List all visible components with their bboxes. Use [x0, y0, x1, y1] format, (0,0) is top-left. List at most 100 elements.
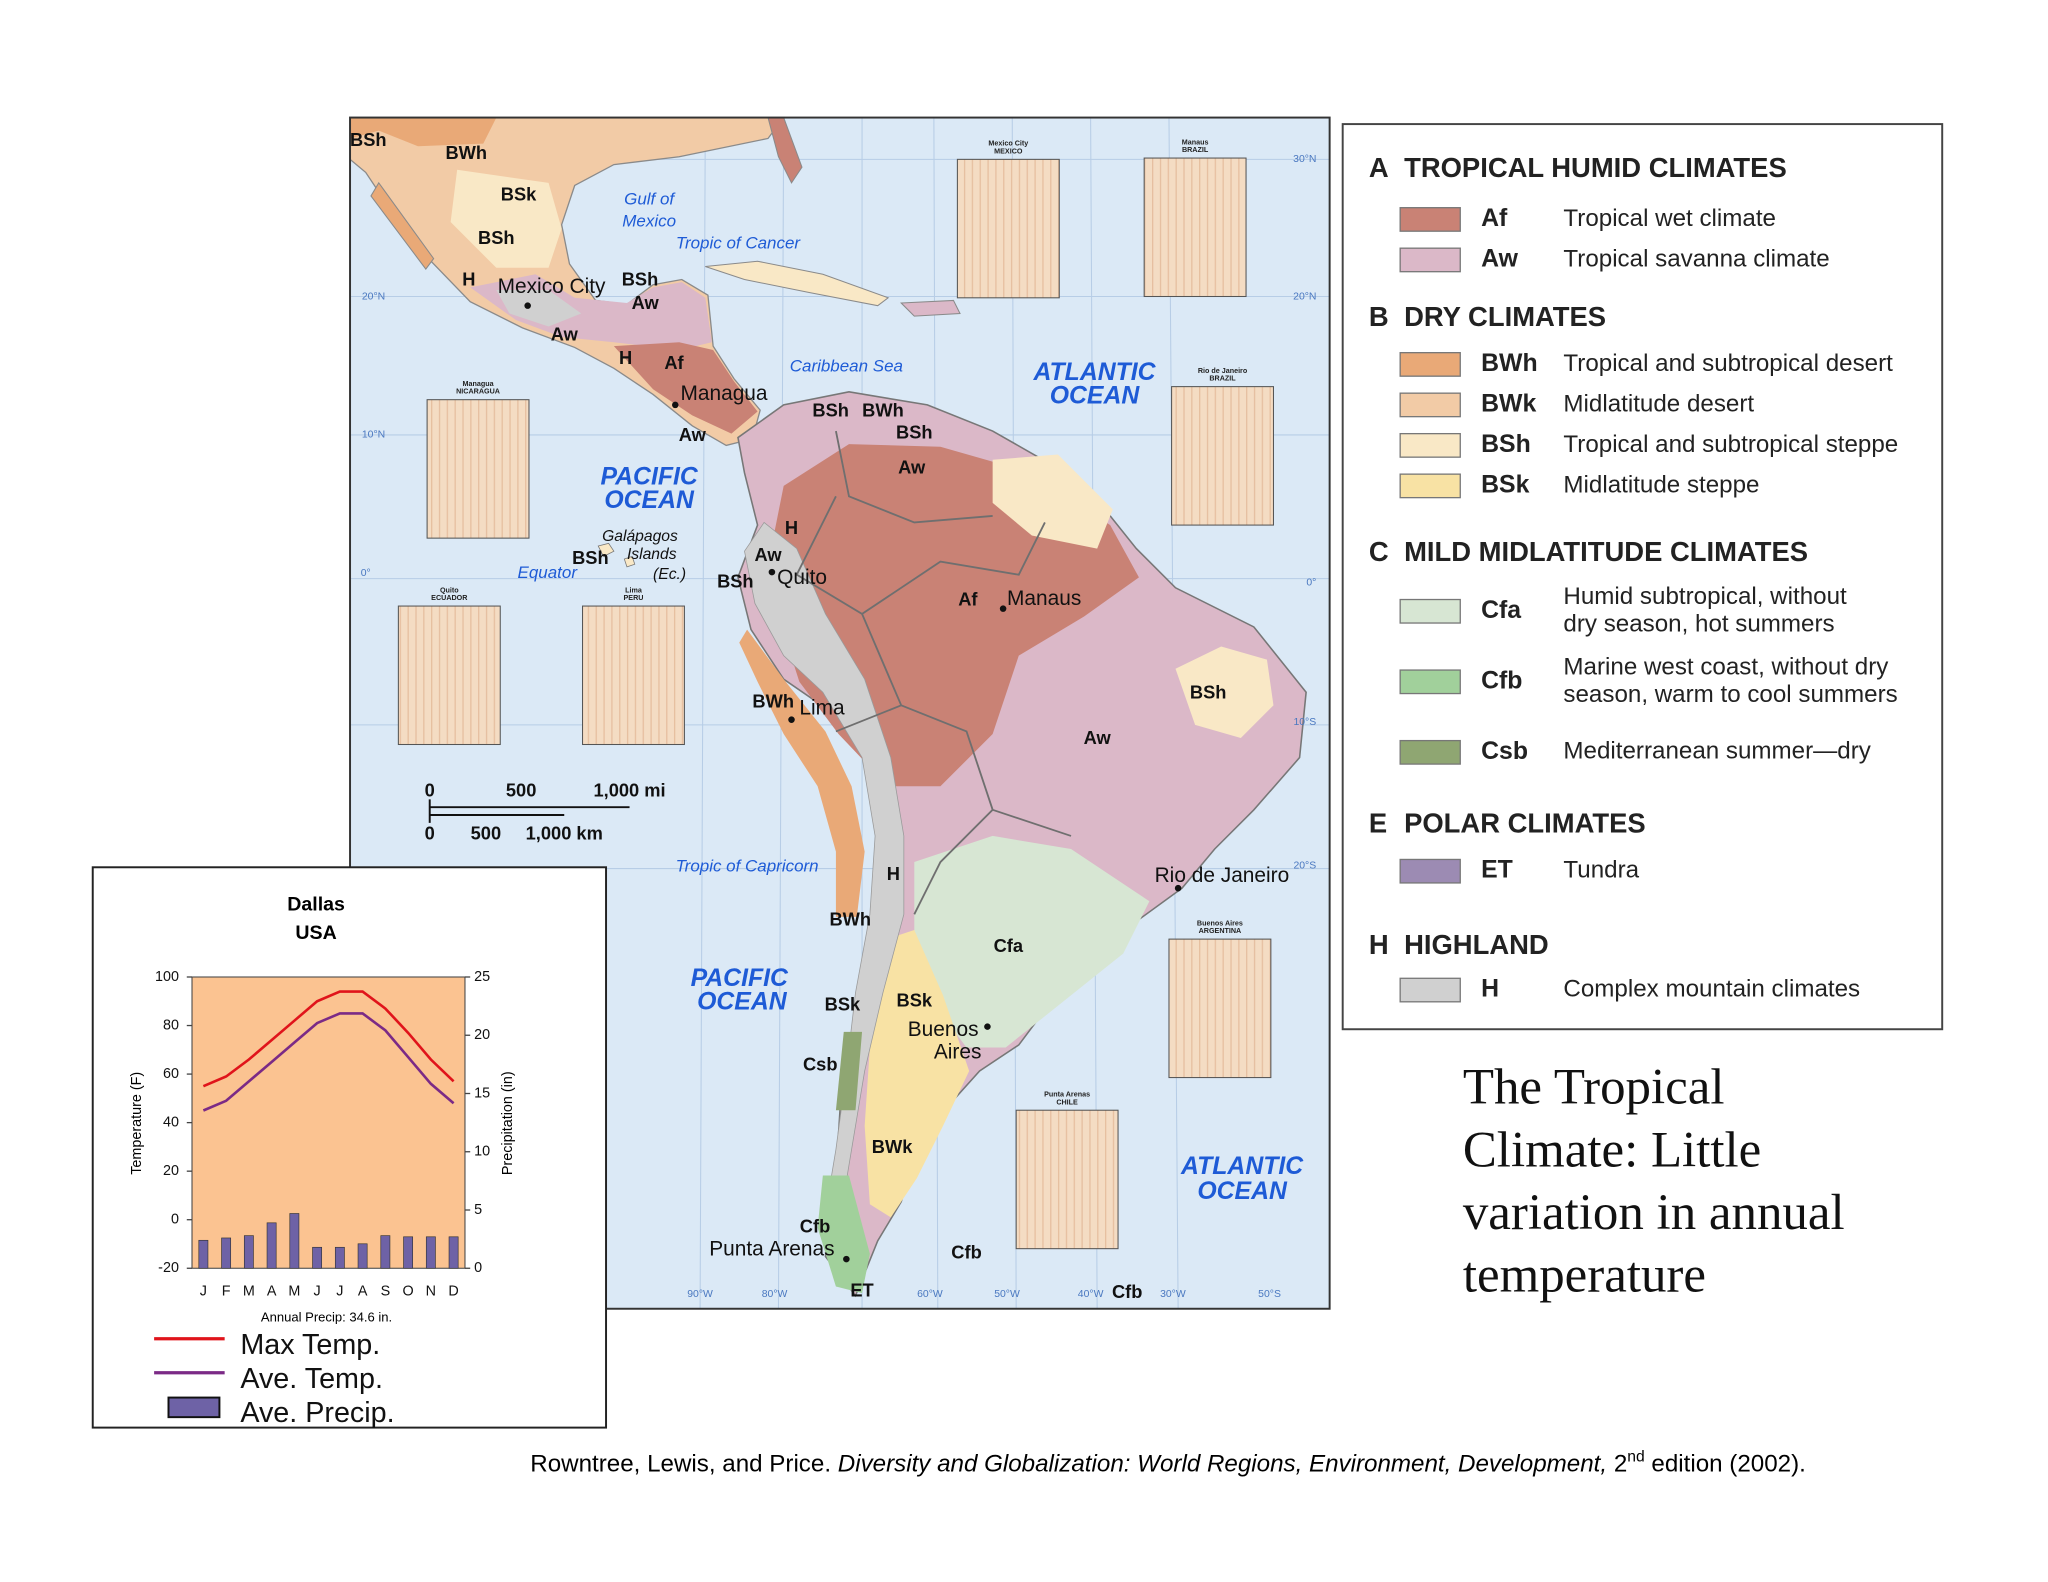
title-line: Climate: Little — [1463, 1122, 1761, 1178]
legend-code: H — [1481, 976, 1499, 1003]
legend-swatch — [1399, 247, 1461, 273]
place-label: Galápagos — [602, 528, 678, 545]
precip-bar — [380, 1235, 391, 1269]
citation-rest: edition (2002). — [1651, 1451, 1805, 1478]
legend-section-heading: HIGHLAND — [1404, 929, 1549, 960]
inset-title: Lima — [625, 586, 643, 594]
inset-chart — [426, 399, 530, 539]
legend-label: Ave. Precip. — [240, 1397, 394, 1429]
x-tick-label: J — [336, 1284, 343, 1300]
climate-code: Aw — [1084, 727, 1112, 748]
legend-swatch — [1399, 977, 1461, 1003]
inset-chart — [397, 605, 501, 746]
x-tick-label: N — [426, 1284, 436, 1300]
climate-code: Aw — [679, 424, 707, 445]
climate-code: H — [462, 269, 475, 290]
inset-title: Managua — [462, 380, 494, 388]
ocean-label: OCEAN — [604, 487, 695, 514]
legend-swatch — [1399, 739, 1461, 765]
climate-code: BSh — [717, 570, 754, 591]
scale-label: 1,000 mi — [593, 779, 665, 800]
legend-label: Tundra — [1563, 857, 1639, 884]
climate-code: BSh — [622, 269, 659, 290]
place-label: Lima — [799, 697, 845, 720]
land-baja — [370, 181, 435, 270]
legend-label: Mediterranean summer—dry — [1563, 738, 1871, 765]
region-bsh — [450, 169, 562, 268]
inset-title: ECUADOR — [431, 594, 468, 602]
legend-label: Humid subtropical, without — [1563, 583, 1847, 610]
precip-bar — [266, 1222, 277, 1269]
scale-bar — [428, 799, 630, 823]
legend-label: season, warm to cool summers — [1563, 681, 1897, 708]
scale-label: 0 — [425, 822, 435, 843]
inset-title: CHILE — [1056, 1098, 1078, 1106]
chart: Dallas USA Temperature (F) Precipitation… — [129, 893, 516, 1429]
place-label: Managua — [680, 382, 767, 405]
climate-code: Cfb — [800, 1216, 830, 1237]
temperature-line — [202, 1012, 455, 1112]
climate-code: H — [887, 863, 900, 884]
precip-bar — [448, 1236, 459, 1269]
place-label: Islands — [627, 546, 677, 563]
grid-label: 60°W — [917, 1289, 943, 1300]
inset-title: Buenos Aires — [1197, 919, 1243, 927]
inset-chart — [1168, 938, 1272, 1079]
inset-chart — [582, 605, 685, 746]
region-bwh — [350, 117, 497, 147]
climate-code: ET — [850, 1280, 873, 1301]
scale-label: 500 — [506, 779, 536, 800]
grid-label: 30°N — [1293, 154, 1316, 165]
legend-section-letter: C — [1369, 536, 1389, 567]
grid-label: 0° — [1306, 577, 1316, 588]
climate-code: BWh — [445, 142, 487, 163]
legend: A TROPICAL HUMID CLIMATES Af Tropical wet c… — [1369, 152, 1898, 1003]
y2-tick-label: 5 — [474, 1202, 482, 1218]
place-label: (Ec.) — [653, 566, 686, 583]
legend-section-letter: H — [1369, 929, 1389, 960]
inset-title: BRAZIL — [1182, 146, 1209, 154]
legend-swatch — [1399, 473, 1461, 499]
ocean-label: PACIFIC — [600, 464, 698, 491]
y2-tick-label: 25 — [474, 969, 490, 985]
legend-code: Cfa — [1481, 597, 1521, 624]
climate-code: BSh — [572, 547, 609, 568]
climate-code: BSk — [825, 994, 861, 1015]
place-label: Quito — [777, 566, 827, 589]
precip-bar — [289, 1213, 300, 1269]
map-border — [349, 116, 1331, 1310]
ocean-label: ATLANTIC — [1032, 359, 1156, 386]
grid-label: 50°S — [1258, 1289, 1281, 1300]
region-af — [613, 342, 758, 434]
climate-code: H — [619, 347, 632, 368]
region-bwh-coast — [739, 629, 865, 917]
legend-label: Midlatitude steppe — [1563, 471, 1759, 498]
legend-label: Ave. Temp. — [240, 1363, 383, 1395]
grid-label: 90°W — [687, 1289, 713, 1300]
climate-code: Aw — [632, 292, 660, 313]
climate-code: Af — [664, 352, 684, 373]
title-line: variation in annual — [1463, 1185, 1845, 1241]
precip-bar — [357, 1243, 368, 1269]
y-axis-title: Temperature (F) — [129, 1072, 145, 1175]
ocean-label: PACIFIC — [691, 965, 789, 992]
precip-bar — [312, 1246, 323, 1269]
x-tick-label: M — [288, 1284, 300, 1300]
y2-tick-label: 15 — [474, 1085, 490, 1101]
climate-code: Cfa — [994, 935, 1024, 956]
inset-chart — [956, 158, 1060, 299]
inset-chart — [1015, 1109, 1119, 1250]
legend-label: Tropical and subtropical steppe — [1563, 431, 1898, 458]
slide-title: The Tropical Climate: Little variation in … — [1463, 1060, 1845, 1304]
climate-code: Cfb — [1112, 1281, 1142, 1302]
sea-label: Tropic of Capricorn — [676, 857, 819, 876]
climate-code: BSk — [501, 184, 537, 205]
grid-label: 80°W — [762, 1289, 788, 1300]
climate-code: Aw — [754, 544, 782, 565]
legend-swatch — [1399, 207, 1461, 232]
legend-section-heading: MILD MIDLATITUDE CLIMATES — [1404, 536, 1808, 567]
chart-annotation: Annual Precip: 34.6 in. — [261, 1309, 392, 1324]
ocean-label: ATLANTIC — [1180, 1153, 1304, 1180]
